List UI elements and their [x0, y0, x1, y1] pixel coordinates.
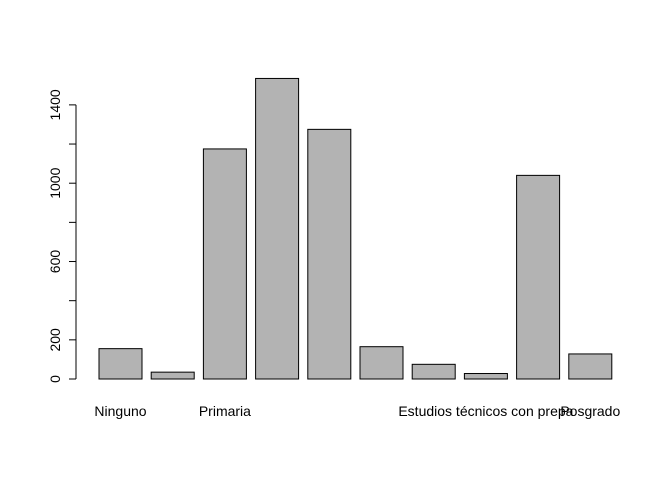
bar [255, 77, 300, 380]
x-axis-labels: Ninguno Primaria Estudios técnicos con pre… [94, 403, 620, 419]
y-tick-label: 0 [47, 375, 63, 383]
x-tick-label: Ninguno [94, 403, 146, 419]
bar [98, 348, 143, 380]
y-tick-label: 1000 [47, 167, 63, 198]
y-axis: 0 200 600 1000 1400 [47, 89, 77, 383]
x-tick-label: Estudios técnicos con prepa [398, 403, 573, 419]
y-tick-label: 600 [47, 250, 63, 274]
bar [411, 363, 456, 380]
bar [359, 346, 404, 380]
bar [307, 128, 352, 380]
bar [202, 148, 247, 380]
y-tick-label: 1400 [47, 89, 63, 120]
bar [150, 371, 195, 380]
bar [463, 373, 508, 380]
y-tick-label: 200 [47, 328, 63, 352]
x-tick-label: Posgrado [560, 403, 620, 419]
bars [98, 77, 613, 380]
bar [568, 353, 613, 380]
x-tick-label: Primaria [199, 403, 251, 419]
bar [516, 174, 561, 380]
